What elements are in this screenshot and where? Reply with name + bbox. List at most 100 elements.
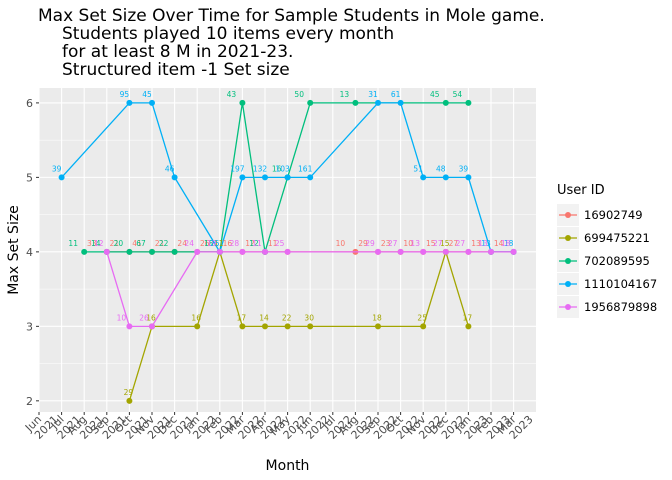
chart-title: Max Set Size Over Time for Sample Studen…: [38, 6, 545, 80]
data-point[interactable]: [171, 174, 178, 181]
data-label: 22: [282, 313, 292, 322]
data-point[interactable]: [126, 248, 133, 255]
data-point[interactable]: [284, 174, 291, 181]
data-label: 17: [237, 313, 247, 322]
data-label: 11: [252, 239, 262, 248]
data-point[interactable]: [262, 323, 268, 330]
data-point[interactable]: [465, 323, 472, 330]
data-label: 103: [275, 164, 290, 173]
data-point[interactable]: [262, 248, 268, 255]
data-label: 67: [136, 239, 146, 248]
data-label: 10: [117, 313, 127, 322]
legend-label[interactable]: 1956879898: [584, 300, 657, 314]
data-point[interactable]: [149, 323, 155, 330]
data-point[interactable]: [307, 323, 314, 330]
data-label: 24: [177, 239, 187, 248]
data-label: 26: [139, 313, 149, 322]
data-point[interactable]: [375, 323, 381, 330]
data-label: 12: [94, 239, 104, 248]
data-point[interactable]: [194, 323, 201, 330]
data-label: 25: [210, 239, 220, 248]
chart-title-line: Max Set Size Over Time for Sample Studen…: [38, 6, 545, 26]
data-label: 11: [214, 239, 224, 248]
data-label: 27: [456, 239, 466, 248]
data-label: 14: [91, 239, 101, 248]
y-tick-label: 2: [26, 395, 33, 408]
series-line: [61, 102, 514, 254]
data-point[interactable]: [352, 99, 359, 106]
data-point[interactable]: [194, 248, 201, 255]
data-point[interactable]: [465, 99, 472, 106]
data-label: 48: [436, 164, 446, 173]
data-point[interactable]: [239, 174, 246, 181]
data-label: 25: [275, 239, 285, 248]
data-label: 43: [227, 90, 237, 99]
data-label: 12: [249, 239, 259, 248]
data-label: 21: [155, 239, 165, 248]
data-label: 16: [272, 164, 282, 173]
data-point[interactable]: [149, 99, 155, 106]
data-point[interactable]: [262, 174, 268, 181]
data-point[interactable]: [216, 248, 223, 255]
data-point[interactable]: [442, 248, 449, 255]
data-label: 132: [253, 164, 268, 173]
y-tick-label: 6: [26, 97, 33, 110]
data-point[interactable]: [397, 99, 404, 106]
data-label: 11: [268, 239, 278, 248]
data-label: 17: [463, 313, 473, 322]
legend-label[interactable]: 16902749: [584, 208, 643, 222]
data-label: 13: [410, 239, 420, 248]
data-label: 29: [358, 239, 368, 248]
data-label: 30: [304, 313, 314, 322]
data-label: 13: [478, 239, 488, 248]
legend-key-point: [565, 304, 571, 310]
chart-title-line: Students played 10 items every month: [62, 24, 394, 44]
legend-key-point: [565, 258, 571, 264]
data-point[interactable]: [307, 99, 314, 106]
data-point[interactable]: [126, 323, 133, 330]
data-label: 19: [207, 239, 217, 248]
y-tick-label: 3: [26, 320, 33, 333]
chart-title-line: for at least 8 M in 2021-23.: [62, 42, 293, 62]
y-tick-label: 5: [26, 171, 33, 184]
data-point[interactable]: [488, 248, 494, 255]
data-point[interactable]: [420, 323, 427, 330]
data-point[interactable]: [239, 323, 246, 330]
data-point[interactable]: [442, 99, 449, 106]
data-point[interactable]: [420, 174, 427, 181]
data-point[interactable]: [103, 248, 110, 255]
data-point[interactable]: [126, 99, 133, 106]
data-point[interactable]: [284, 248, 291, 255]
data-point[interactable]: [420, 248, 427, 255]
data-point[interactable]: [284, 323, 291, 330]
data-point[interactable]: [126, 397, 133, 404]
data-point[interactable]: [375, 248, 381, 255]
data-label: 29: [365, 239, 375, 248]
data-point[interactable]: [307, 174, 314, 181]
data-point[interactable]: [171, 248, 178, 255]
data-point[interactable]: [465, 174, 472, 181]
data-label: 27: [433, 239, 443, 248]
data-point[interactable]: [239, 248, 246, 255]
data-point[interactable]: [510, 248, 517, 255]
data-label: 197: [230, 164, 245, 173]
data-point[interactable]: [58, 174, 65, 181]
data-point[interactable]: [442, 174, 449, 181]
data-point[interactable]: [149, 248, 155, 255]
data-label: 16: [191, 313, 201, 322]
data-point[interactable]: [375, 99, 381, 106]
data-label: 28: [230, 239, 240, 248]
data-label: 12: [245, 239, 255, 248]
legend-label[interactable]: 699475221: [584, 231, 650, 245]
data-label: 25: [417, 313, 427, 322]
legend-label[interactable]: 1110104167: [584, 277, 657, 291]
data-point[interactable]: [465, 248, 472, 255]
data-label: 54: [453, 90, 463, 99]
data-point[interactable]: [397, 248, 404, 255]
data-label: 45: [142, 90, 152, 99]
data-label: 33: [87, 239, 97, 248]
data-point[interactable]: [239, 99, 246, 106]
data-point[interactable]: [81, 248, 88, 255]
legend-label[interactable]: 702089595: [584, 254, 650, 268]
data-label: 18: [204, 239, 214, 248]
